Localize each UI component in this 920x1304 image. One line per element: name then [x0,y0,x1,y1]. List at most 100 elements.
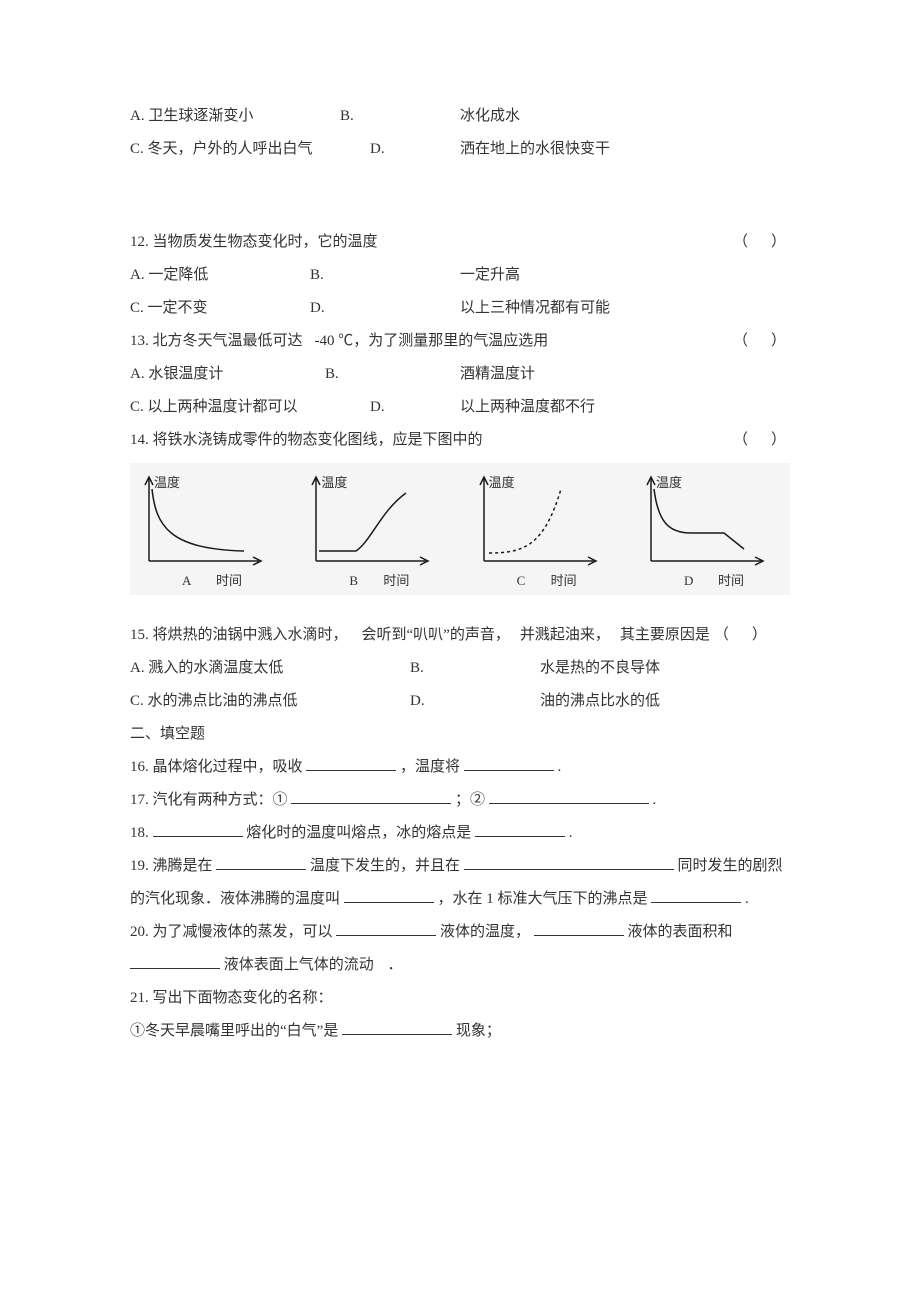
q20-b: 液体的温度， [440,924,530,940]
q19-c: 同时发生的剧烈 [678,858,783,874]
q17-blank-1[interactable] [291,788,451,804]
exam-page: A. 卫生球逐渐变小 B. 冰化成水 C. 冬天，户外的人呼出白气 D. 洒在地… [0,0,920,1108]
q20-line2: 液体表面上气体的流动 ． [130,949,790,982]
q16-b: ，温度将 [400,759,460,775]
chart-ylabel: 温度 [489,469,515,498]
q17-c: . [653,792,657,808]
q12-option-b-label: B. [310,259,460,292]
q13-option-d-label: D. [370,391,460,424]
q19-line1: 19. 沸腾是在 温度下发生的，并且在 同时发生的剧烈 [130,850,790,883]
q21-line1: 21. 写出下面物态变化的名称： [130,982,790,1015]
q13-option-b-text: 酒精温度计 [460,358,535,391]
q13-paren: （ ） [733,325,790,358]
q15-stem-d: 其主要原因是 [620,619,710,652]
chart-ylabel: 温度 [154,469,180,498]
q14-chart-b: 温度B时间 [301,471,451,591]
q11-option-b-label: B. [340,100,460,133]
q16: 16. 晶体熔化过程中，吸收 ，温度将 . [130,751,790,784]
q18-a: 18. [130,825,149,841]
q13-stem-a: 13. 北方冬天气温最低可达 [130,325,303,358]
q19-blank-1[interactable] [216,854,306,870]
q18: 18. 熔化时的温度叫熔点，冰的熔点是 . [130,817,790,850]
q12-stem: 12. 当物质发生物态变化时，它的温度 （ ） [130,226,790,259]
q13-option-b-label: B. [325,358,460,391]
q15-option-d-text: 油的沸点比水的低 [540,685,660,718]
q12-stem-text: 12. 当物质发生物态变化时，它的温度 [130,226,378,259]
chart-xlabel: 时间 [551,567,577,596]
q14-chart-strip: 温度A时间温度B时间温度C时间温度D时间 [130,463,790,595]
q14-chart-a: 温度A时间 [134,471,284,591]
q19-blank-2[interactable] [464,854,674,870]
q12-paren: （ ） [733,226,790,259]
q15-option-d-label: D. [410,685,540,718]
q15-stem-c: 并溅起油来， [520,619,610,652]
q17-blank-2[interactable] [489,788,649,804]
q11-option-d-label: D. [370,133,460,166]
q16-blank-1[interactable] [306,755,396,771]
q20-blank-1[interactable] [336,920,436,936]
q18-b: 熔化时的温度叫熔点，冰的熔点是 [246,825,471,841]
chart-ylabel: 温度 [656,469,682,498]
q15-option-b-label: B. [410,652,540,685]
q19-a: 19. 沸腾是在 [130,858,213,874]
q18-c: . [569,825,573,841]
q17-b: ；② [455,792,485,808]
q15-stem-a: 15. 将烘热的油锅中溅入水滴时， [130,619,348,652]
q12-option-a: A. 一定降低 [130,259,310,292]
q15-row-cd: C. 水的沸点比油的沸点低 D. 油的沸点比水的低 [130,685,790,718]
q12-row-cd: C. 一定不变 D. 以上三种情况都有可能 [130,292,790,325]
q18-blank-1[interactable] [153,821,243,837]
q12-option-c: C. 一定不变 [130,292,310,325]
chart-letter: D [684,567,693,596]
q11-option-b-text: 冰化成水 [460,100,520,133]
q14-paren: （ ） [733,424,790,457]
q13-stem-b: -40 ℃，为了测量那里的气温应选用 [315,325,549,358]
q12-option-d-text: 以上三种情况都有可能 [460,292,610,325]
q13-option-a: A. 水银温度计 [130,358,325,391]
q15-option-a: A. 溅入的水滴温度太低 [130,652,410,685]
q19-e: ，水在 1 标准大气压下的沸点是 [438,891,648,907]
q21-c: 现象； [456,1023,501,1039]
q11-option-d-text: 洒在地上的水很快变干 [460,133,610,166]
q11-option-c: C. 冬天，户外的人呼出白气 [130,133,370,166]
q20-line1: 20. 为了减慢液体的蒸发，可以 液体的温度， 液体的表面积和 [130,916,790,949]
q19-blank-4[interactable] [651,887,741,903]
q13-option-d-text: 以上两种温度都不行 [460,391,595,424]
q11-row-cd: C. 冬天，户外的人呼出白气 D. 洒在地上的水很快变干 [130,133,790,166]
chart-letter: A [182,567,191,596]
q20-blank-3[interactable] [130,953,220,969]
chart-xlabel: 时间 [216,567,242,596]
q15-option-c: C. 水的沸点比油的沸点低 [130,685,410,718]
q19-blank-3[interactable] [344,887,434,903]
chart-xlabel: 时间 [383,567,409,596]
q15-row-ab: A. 溅入的水滴温度太低 B. 水是热的不良导体 [130,652,790,685]
q12-row-ab: A. 一定降低 B. 一定升高 [130,259,790,292]
q12-option-d-label: D. [310,292,460,325]
chart-xlabel: 时间 [718,567,744,596]
q14-stem-text: 14. 将铁水浇铸成零件的物态变化图线，应是下图中的 [130,424,483,457]
q21-blank-1[interactable] [342,1019,452,1035]
q14-stem: 14. 将铁水浇铸成零件的物态变化图线，应是下图中的 （ ） [130,424,790,457]
q11-option-a: A. 卫生球逐渐变小 [130,100,340,133]
q13-row-ab: A. 水银温度计 B. 酒精温度计 [130,358,790,391]
q18-blank-2[interactable] [475,821,565,837]
q20-blank-2[interactable] [534,920,624,936]
q17: 17. 汽化有两种方式：① ；② . [130,784,790,817]
chart-letter: C [517,567,526,596]
q13-stem: 13. 北方冬天气温最低可达 -40 ℃，为了测量那里的气温应选用 （ ） [130,325,790,358]
q19-f: . [745,891,749,907]
q16-blank-2[interactable] [464,755,554,771]
chart-letter: B [349,567,358,596]
q19-d: 的汽化现象．液体沸腾的温度叫 [130,891,340,907]
q21-line2: ①冬天早晨嘴里呼出的“白气”是 现象； [130,1015,790,1048]
q17-a: 17. 汽化有两种方式：① [130,792,288,808]
q19-b: 温度下发生的，并且在 [310,858,460,874]
chart-ylabel: 温度 [321,469,347,498]
q12-option-b-text: 一定升高 [460,259,520,292]
q13-row-cd: C. 以上两种温度计都可以 D. 以上两种温度都不行 [130,391,790,424]
q16-a: 16. 晶体熔化过程中，吸收 [130,759,303,775]
q11-row-ab: A. 卫生球逐渐变小 B. 冰化成水 [130,100,790,133]
q15-paren: （ ） [714,619,771,652]
q20-e: ． [388,957,403,973]
q20-a: 20. 为了减慢液体的蒸发，可以 [130,924,333,940]
